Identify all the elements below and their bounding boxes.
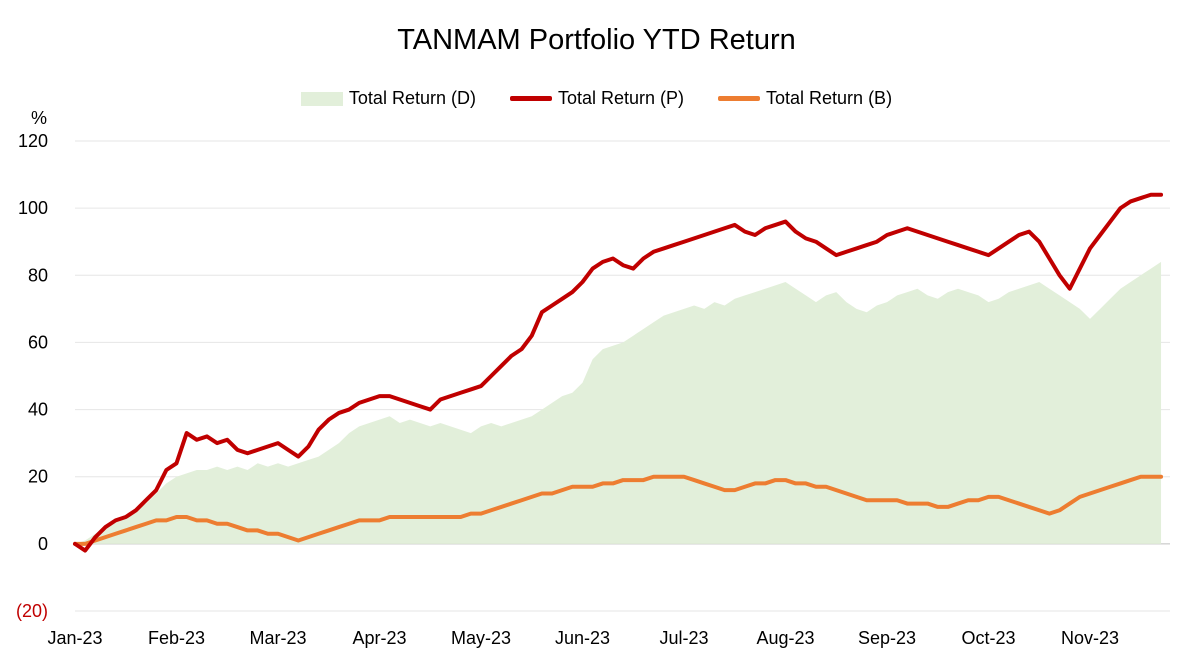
y-tick-label: 120 [18,131,48,151]
x-tick-label: May-23 [451,628,511,648]
y-tick-label: 40 [28,400,48,420]
y-tick-label: 20 [28,467,48,487]
legend-swatch-b [718,96,761,101]
y-tick-label: 80 [28,265,48,285]
chart-legend: Total Return (D) Total Return (P) Total … [0,88,1193,109]
y-tick-label: 60 [28,332,48,352]
x-tick-label: Sep-23 [858,628,916,648]
legend-item-p: Total Return (P) [509,88,685,109]
series-line-total-return-p [73,192,1164,553]
legend-item-d: Total Return (D) [300,88,476,109]
series-area-total-return-d [75,261,1162,544]
legend-swatch-p [509,96,552,101]
legend-swatch-d [300,91,343,106]
x-tick-label: Oct-23 [961,628,1015,648]
x-tick-label: Feb-23 [148,628,205,648]
y-axis-unit: % [31,108,48,128]
x-tick-label: Jul-23 [659,628,708,648]
legend-item-b: Total Return (B) [718,88,892,109]
y-tick-label: 0 [38,534,48,554]
legend-label-b: Total Return (B) [766,88,893,108]
y-tick-label: (20) [16,601,48,621]
x-tick-label: Apr-23 [352,628,406,648]
axis-layer: 120 100 80 60 40 20 0 (20) Jan-23 Feb-23 Mar-23 Apr… [16,131,1119,648]
x-tick-label: Jan-23 [47,628,102,648]
series-line-total-return-b [73,474,1164,546]
x-tick-label: Aug-23 [756,628,814,648]
legend-label-p: Total Return (P) [557,88,685,108]
legend-label-d: Total Return (D) [348,88,476,108]
x-tick-label: Mar-23 [249,628,306,648]
chart-title: TANMAM Portfolio YTD Return [397,24,796,56]
x-tick-label: Jun-23 [555,628,610,648]
x-tick-label: Nov-23 [1061,628,1119,648]
line-layer [73,192,1164,553]
area-layer [75,261,1162,544]
y-tick-label: 100 [18,198,48,218]
